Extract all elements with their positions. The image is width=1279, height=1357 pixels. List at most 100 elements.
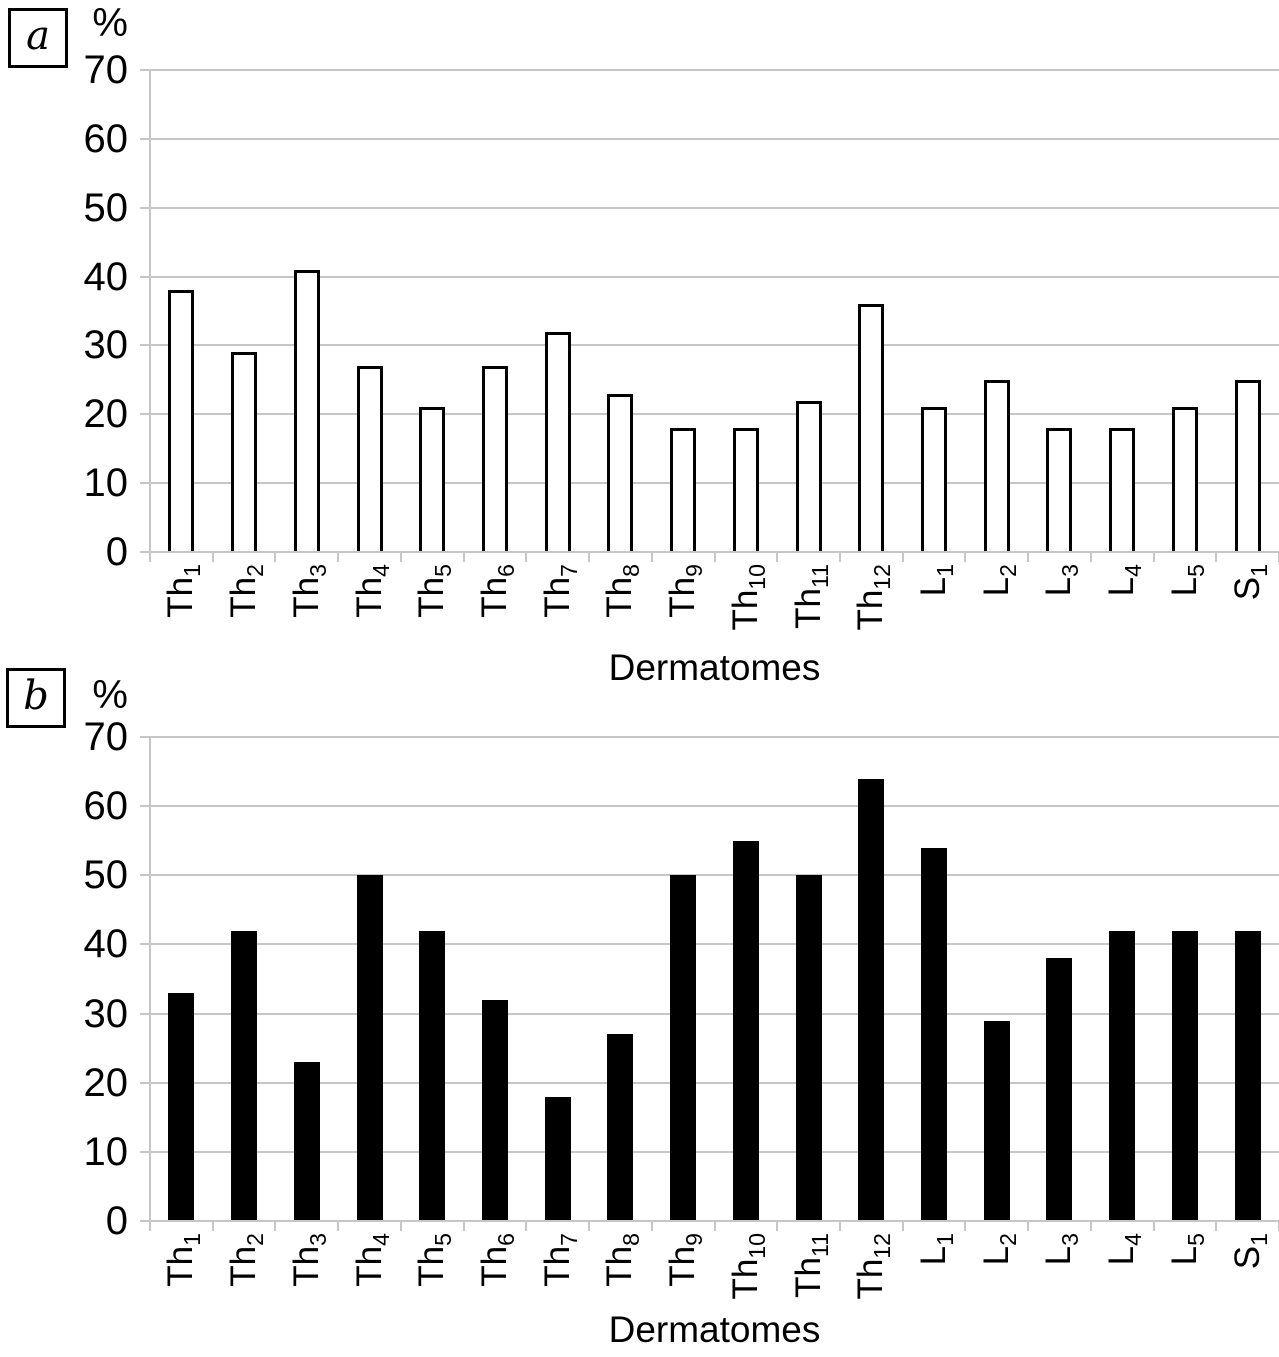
x-tick-label-Th10: Th10: [725, 1233, 770, 1300]
y-axis-unit-label-a: %: [92, 1, 128, 45]
gridline-20: [140, 1081, 1279, 1084]
x-tick-label-L4: L4: [1102, 564, 1147, 597]
panel-label-box-b: b: [6, 668, 66, 728]
x-tick-label-Th11: Th11: [788, 564, 833, 629]
y-tick-label-30: 30: [83, 991, 129, 1036]
y-tick-label-30: 30: [83, 323, 129, 368]
x-tick-label-Th11: Th11: [788, 1233, 833, 1298]
gridline-40: [140, 943, 1279, 946]
bar-L1: [921, 407, 948, 552]
panel-label-a: a: [26, 13, 50, 59]
x-tick-label-S1: S1: [1227, 564, 1272, 601]
x-tick-label-L2: L2: [976, 564, 1021, 597]
gridline-50: [140, 874, 1279, 877]
y-tick-label-50: 50: [83, 853, 129, 898]
bar-Th1: [168, 992, 195, 1221]
chart-panel-a: a % Th1 Th2 Th3 Th4 Th5 Th6 Th7 Th8 Th9 Th10 Th11 T…: [8, 1, 1279, 688]
x-tick-mark: [713, 1221, 716, 1231]
bar-Th10: [732, 840, 759, 1221]
y-tick-label-60: 60: [83, 784, 129, 829]
x-tick-label-Th2: Th2: [224, 1233, 269, 1287]
x-tick-mark: [211, 552, 214, 562]
x-tick-label-L5: L5: [1164, 1233, 1209, 1266]
bar-Th10: [732, 428, 759, 552]
bar-Th12: [858, 304, 885, 552]
x-tick-mark: [337, 1221, 340, 1231]
bars-layer: [150, 737, 1279, 1221]
bar-Th2: [231, 352, 258, 552]
x-axis-title-a: Dermatomes: [608, 647, 821, 688]
x-tick-label-L4: L4: [1102, 1233, 1147, 1266]
bar-Th8: [607, 1034, 634, 1221]
bar-Th1: [168, 290, 195, 552]
gridline-20: [140, 413, 1279, 416]
bar-Th11: [795, 400, 822, 552]
bar-Th8: [607, 393, 634, 552]
chart-panel-b: b % Th1 Th2 Th3 Th4 Th5 Th6 Th7 Th8 Th9 Th10 Th11 T…: [0, 660, 1279, 1357]
x-tick-mark: [588, 1221, 591, 1231]
bar-L3: [1046, 428, 1073, 552]
bar-Th3: [293, 1061, 320, 1221]
x-tick-label-Th10: Th10: [725, 564, 770, 631]
x-tick-mark: [901, 552, 904, 562]
x-tick-mark: [337, 552, 340, 562]
x-tick-label-L1: L1: [914, 564, 959, 597]
y-tick-label-60: 60: [83, 116, 129, 161]
x-tick-label-Th3: Th3: [286, 1233, 331, 1287]
bar-L4: [1109, 930, 1136, 1221]
x-tick-mark: [399, 1221, 402, 1231]
bar-Th11: [795, 875, 822, 1221]
y-axis-unit-label-b: %: [92, 673, 128, 717]
x-axis-title-b: Dermatomes: [608, 1309, 821, 1350]
y-tick-label-20: 20: [83, 1060, 129, 1105]
x-tick-label-Th1: Th1: [161, 564, 206, 618]
bar-L4: [1109, 428, 1136, 552]
y-tick-label-10: 10: [83, 1129, 129, 1174]
x-tick-mark: [713, 552, 716, 562]
x-tick-mark: [964, 552, 967, 562]
x-tick-mark: [149, 552, 151, 562]
x-tick-label-Th8: Th8: [600, 1233, 645, 1287]
x-tick-mark: [462, 552, 465, 562]
x-tick-label-Th4: Th4: [349, 1233, 394, 1287]
x-tick-mark: [776, 1221, 779, 1231]
x-tick-label-Th5: Th5: [412, 564, 457, 618]
x-tick-label-L1: L1: [914, 1233, 959, 1266]
bar-L5: [1171, 930, 1198, 1221]
gridline-30: [140, 1012, 1279, 1015]
x-tick-label-L5: L5: [1164, 564, 1209, 597]
y-tick-label-0: 0: [105, 530, 128, 574]
x-tick-label-L3: L3: [1039, 1233, 1084, 1266]
x-tick-label-L2: L2: [976, 1233, 1021, 1266]
bar-Th7: [544, 1096, 571, 1221]
y-tick-label-70: 70: [83, 48, 129, 92]
bar-L2: [983, 379, 1010, 552]
gridline-60: [140, 805, 1279, 808]
x-tick-mark: [149, 1221, 151, 1231]
x-tick-label-Th4: Th4: [349, 564, 394, 618]
x-tick-mark: [399, 552, 402, 562]
y-tick-label-0: 0: [105, 1199, 128, 1243]
bar-Th3: [293, 269, 320, 552]
x-tick-mark: [776, 552, 779, 562]
gridline-70: [140, 69, 1279, 71]
y-tick-label-50: 50: [83, 185, 129, 230]
x-tick-mark: [1089, 552, 1092, 562]
bar-Th4: [356, 875, 383, 1221]
y-tick-label-10: 10: [83, 461, 129, 506]
x-tick-mark: [901, 1221, 904, 1231]
x-tick-label-Th6: Th6: [474, 564, 519, 618]
bar-Th4: [356, 366, 383, 552]
bar-L5: [1171, 407, 1198, 552]
bar-S1: [1234, 379, 1261, 552]
gridline-10: [140, 1150, 1279, 1153]
bar-Th2: [231, 930, 258, 1221]
bar-Th5: [419, 407, 446, 552]
x-tick-label-L3: L3: [1039, 564, 1084, 597]
x-tick-mark: [1215, 552, 1218, 562]
x-tick-mark: [462, 1221, 465, 1231]
x-tick-mark: [1089, 1221, 1092, 1231]
panel-label-box-a: a: [8, 8, 68, 68]
gridline-10: [140, 482, 1279, 485]
